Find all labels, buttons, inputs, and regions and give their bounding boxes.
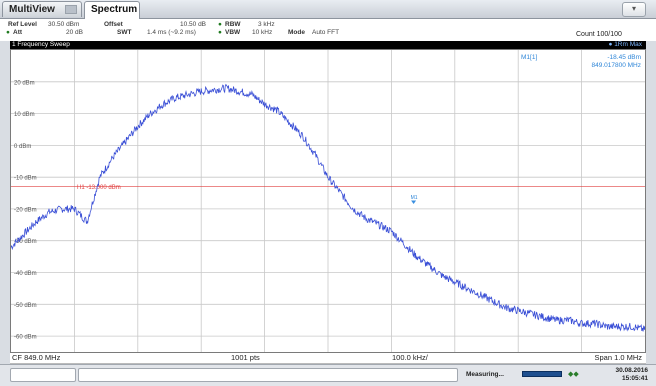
ref-level-label: Ref Level bbox=[8, 21, 37, 28]
status-bar: Measuring... ◆◆ 30.08.2016 15:05:41 bbox=[0, 364, 656, 386]
offset-label: Offset bbox=[104, 21, 123, 28]
att-bullet-icon: ● bbox=[6, 29, 10, 36]
measurement-info-bar: Ref Level 30.50 dBm ● Att 20 dB Offset 1… bbox=[0, 19, 656, 41]
att-label: Att bbox=[13, 29, 23, 36]
marker-m1-icon bbox=[411, 200, 417, 204]
marker-m1-tag: M1 bbox=[411, 195, 418, 201]
frequency-axis-bar: CF 849.0 MHz 1001 pts 100.0 kHz/ Span 1.… bbox=[10, 353, 646, 364]
sweep-title: 1 Frequency Sweep bbox=[12, 41, 70, 48]
y-tick-label: -20 dBm bbox=[14, 207, 37, 213]
frequency-span: Span 1.0 MHz bbox=[594, 353, 642, 362]
ref-level-value: 30.50 dBm bbox=[48, 21, 80, 28]
link-status-icon: ◆◆ bbox=[568, 371, 579, 378]
marker-name: M1[1] bbox=[521, 54, 537, 61]
rbw-value: 3 kHz bbox=[258, 21, 275, 28]
date-time: 30.08.2016 15:05:41 bbox=[615, 367, 648, 383]
y-tick-label: -10 dBm bbox=[14, 176, 37, 182]
rbw-label: RBW bbox=[225, 21, 241, 28]
measuring-status: Measuring... bbox=[466, 371, 504, 378]
mode-value: Auto FFT bbox=[312, 29, 340, 36]
vbw-bullet-icon: ● bbox=[218, 29, 222, 36]
measuring-progress-bar bbox=[522, 371, 562, 377]
tab-spectrum-label: Spectrum bbox=[91, 4, 138, 15]
y-tick-label: 20 dBm bbox=[14, 80, 35, 86]
span-per-division: 100.0 kHz/ bbox=[392, 353, 428, 362]
status-field-left bbox=[10, 368, 76, 382]
vbw-value: 10 kHz bbox=[252, 29, 273, 36]
offset-value: 10.50 dB bbox=[180, 21, 207, 28]
spectrum-chart-svg: 20 dBm 10 dBm 0 dBm -10 dBm -20 dBm -30 dBm -4… bbox=[10, 50, 646, 352]
multiview-grid-icon bbox=[65, 5, 77, 14]
sweep-count: Count 100/100 bbox=[576, 31, 622, 38]
trace-bullet-icon: ● bbox=[608, 41, 615, 48]
status-date: 30.08.2016 bbox=[615, 367, 648, 374]
y-tick-label: -30 dBm bbox=[14, 239, 37, 245]
att-value: 20 dB bbox=[66, 29, 83, 36]
sweep-title-bar: 1 Frequency Sweep ● 1Rm Max bbox=[10, 41, 646, 49]
collapse-button[interactable]: ▾ bbox=[622, 2, 646, 17]
marker-level: -18.45 dBm bbox=[607, 54, 641, 61]
limit-line-label: H1 -13.000 dBm bbox=[77, 185, 121, 191]
chevron-down-icon: ▾ bbox=[631, 4, 636, 13]
sweep-points: 1001 pts bbox=[231, 353, 260, 362]
swt-value: 1.4 ms (~9.2 ms) bbox=[147, 29, 196, 36]
vbw-label: VBW bbox=[225, 29, 241, 36]
tab-multiview-label: MultiView bbox=[9, 4, 55, 15]
y-tick-label: -60 dBm bbox=[14, 335, 37, 341]
status-time: 15:05:41 bbox=[621, 375, 648, 382]
trace-line bbox=[10, 83, 646, 332]
tab-multiview[interactable]: MultiView bbox=[2, 1, 82, 17]
marker-frequency: 849.017800 MHz bbox=[591, 62, 641, 69]
trace-mode-text: 1Rm Max bbox=[614, 41, 642, 48]
center-frequency: CF 849.0 MHz bbox=[12, 353, 61, 362]
y-tick-label: -40 dBm bbox=[14, 271, 37, 277]
spectrum-plot[interactable]: 20 dBm 10 dBm 0 dBm -10 dBm -20 dBm -30 dBm -4… bbox=[10, 49, 646, 353]
y-tick-label: -50 dBm bbox=[14, 303, 37, 309]
y-tick-label: 10 dBm bbox=[14, 112, 35, 118]
tab-spectrum[interactable]: Spectrum bbox=[84, 1, 140, 19]
trace-label: ● 1Rm Max bbox=[608, 41, 642, 49]
tab-bar: MultiView Spectrum ▾ bbox=[0, 0, 656, 19]
mode-label: Mode bbox=[288, 29, 305, 36]
y-tick-label: 0 dBm bbox=[14, 144, 31, 150]
rbw-bullet-icon: ● bbox=[218, 21, 222, 28]
status-message-field bbox=[78, 368, 458, 382]
swt-label: SWT bbox=[117, 29, 132, 36]
